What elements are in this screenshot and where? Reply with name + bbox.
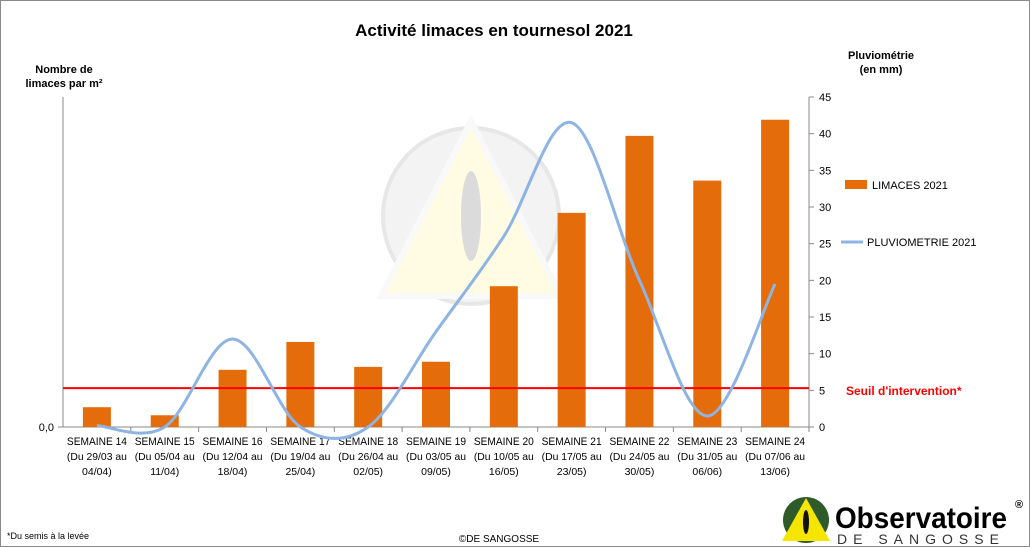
bar-limaces xyxy=(557,212,586,427)
x-tick-sublabel: 09/05) xyxy=(421,466,451,478)
right-tick-label: 40 xyxy=(819,129,831,141)
x-tick-label: SEMAINE 14 xyxy=(67,436,127,448)
bar-limaces xyxy=(150,415,179,427)
right-tick-label: 20 xyxy=(819,275,831,287)
right-tick-label: 5 xyxy=(819,385,825,397)
legend-bar-swatch xyxy=(845,180,867,189)
bar-limaces xyxy=(218,369,247,427)
x-tick-sublabel: (Du 03/05 au xyxy=(406,451,466,463)
footnote: *Du semis à la levée xyxy=(7,531,89,541)
bar-limaces xyxy=(761,119,790,427)
right-tick-label: 30 xyxy=(819,202,831,214)
x-tick-sublabel: (Du 07/06 au xyxy=(745,451,805,463)
bar-limaces xyxy=(489,286,518,427)
legend-label-limaces: LIMACES 2021 xyxy=(872,180,948,192)
logo-registered: ® xyxy=(1015,499,1023,511)
left-axis-label: Nombre de limaces par m² xyxy=(25,64,102,90)
observatoire-logo: Observatoire ® DE SANGOSSE xyxy=(782,497,1023,547)
x-tick-sublabel: (Du 12/04 au xyxy=(203,451,263,463)
x-tick-label: SEMAINE 22 xyxy=(609,436,669,448)
right-tick-label: 45 xyxy=(819,92,831,104)
x-tick-sublabel: (Du 05/04 au xyxy=(135,451,195,463)
x-tick-label: SEMAINE 20 xyxy=(474,436,534,448)
x-tick-sublabel: (Du 26/04 au xyxy=(338,451,398,463)
x-tick-sublabel: (Du 17/05 au xyxy=(542,451,602,463)
bar-limaces xyxy=(82,407,111,427)
x-tick-label: SEMAINE 21 xyxy=(542,436,602,448)
x-tick-sublabel: 13/06) xyxy=(760,466,790,478)
x-tick-sublabel: (Du 10/05 au xyxy=(474,451,534,463)
x-tick-label: SEMAINE 19 xyxy=(406,436,466,448)
logo-sub: DE SANGOSSE xyxy=(837,531,1005,547)
legend: LIMACES 2021 PLUVIOMETRIE 2021 xyxy=(841,180,976,249)
x-tick-label: SEMAINE 23 xyxy=(677,436,737,448)
bar-limaces xyxy=(693,180,722,427)
bar-limaces xyxy=(422,361,450,427)
right-tick-label: 0 xyxy=(819,422,825,434)
x-tick-sublabel: 02/05) xyxy=(353,466,383,478)
x-tick-label: SEMAINE 16 xyxy=(203,436,263,448)
line-pluviometrie xyxy=(96,121,777,440)
copyright: ©DE SANGOSSE xyxy=(459,534,539,545)
x-tick-sublabel: (Du 24/05 au xyxy=(609,451,669,463)
x-tick-sublabel: 18/04) xyxy=(218,466,248,478)
legend-label-pluvio: PLUVIOMETRIE 2021 xyxy=(867,237,976,249)
x-tick-label: SEMAINE 15 xyxy=(135,436,195,448)
watermark xyxy=(376,114,566,306)
x-tick-sublabel: (Du 29/03 au xyxy=(67,451,127,463)
x-tick-sublabel: 06/06) xyxy=(692,466,722,478)
x-tick-sublabel: 16/05) xyxy=(489,466,519,478)
right-tick-label: 15 xyxy=(819,312,831,324)
right-tick-label: 10 xyxy=(819,349,831,361)
x-tick-sublabel: 04/04) xyxy=(82,466,112,478)
x-tick-sublabel: 23/05) xyxy=(557,466,587,478)
x-tick-label: SEMAINE 24 xyxy=(745,436,805,448)
x-tick-sublabel: 30/05) xyxy=(625,466,655,478)
logo-name: Observatoire xyxy=(835,502,1007,535)
x-tick-sublabel: 25/04) xyxy=(285,466,315,478)
x-tick-label: SEMAINE 18 xyxy=(338,436,398,448)
right-tick-label: 25 xyxy=(819,239,831,251)
threshold-label: Seuil d'intervention* xyxy=(846,384,962,398)
x-tick-sublabel: 11/04) xyxy=(150,466,179,478)
left-tick-label: 0,0 xyxy=(39,422,54,434)
x-tick-sublabel: (Du 31/05 au xyxy=(677,451,737,463)
x-tick-sublabel: (Du 19/04 au xyxy=(270,451,330,463)
bar-limaces xyxy=(286,341,315,427)
right-axis-label: Pluviométrie (en mm) xyxy=(848,50,914,76)
chart-title: Activité limaces en tournesol 2021 xyxy=(355,21,633,40)
x-tick-label: SEMAINE 17 xyxy=(270,436,330,448)
right-tick-label: 35 xyxy=(819,165,831,177)
